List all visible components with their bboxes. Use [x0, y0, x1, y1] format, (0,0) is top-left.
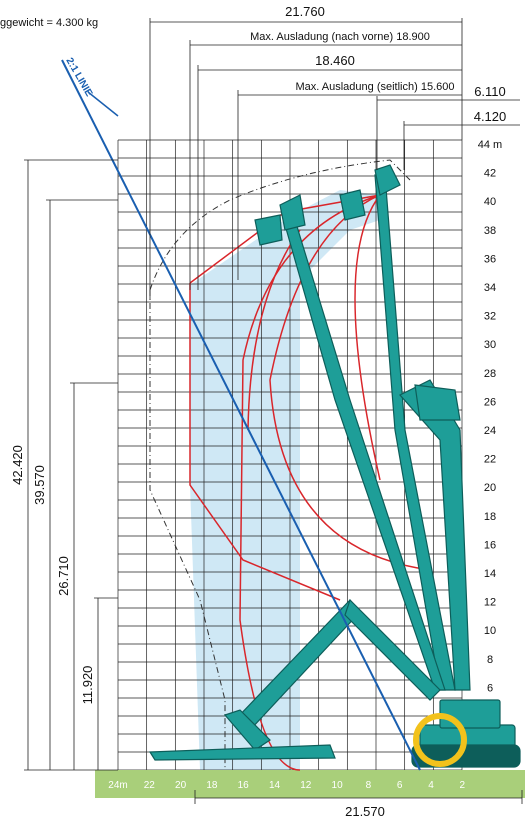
right-axis-tick-label: 44 m [478, 139, 502, 151]
right-axis-tick-label: 12 [484, 597, 496, 609]
right-axis-tick-label: 28 [484, 368, 496, 380]
right-axis-tick-label: 34 [484, 282, 496, 294]
weight-note: ggewicht = 4.300 kg [0, 17, 98, 29]
right-axis-tick-label: 38 [484, 225, 496, 237]
machine-boom-silhouettes [148, 164, 521, 768]
ground-axis-tick-label: 16 [238, 780, 250, 791]
right-axis-tick-label: 24 [484, 425, 496, 437]
ground-axis-tick-label: 18 [206, 780, 218, 791]
dim-11920: 11.920 [80, 666, 95, 705]
right-axis-tick-label: 18 [484, 511, 496, 523]
ground-axis-tick-label: 12 [300, 780, 312, 791]
right-axis-ticks: 44 m 42 40 38 36 34 32 30 28 26 24 22 20 18 16 14 12 10 8 6… [478, 139, 502, 752]
counterweight-ring [413, 713, 467, 767]
right-axis-tick-label: 16 [484, 539, 496, 551]
left-dimension-lines [24, 159, 118, 771]
dim-6110: 6.110 [474, 84, 506, 99]
dim-21570: 21.570 [345, 804, 385, 819]
right-axis-tick-label: 36 [484, 253, 496, 265]
ground-axis-tick-label: 22 [144, 780, 156, 791]
dim-21760: 21.760 [285, 4, 325, 19]
ground-axis-tick-label: 20 [175, 780, 187, 791]
right-axis-tick-label: 42 [484, 168, 496, 180]
bottom-dimension-line [194, 790, 523, 804]
outer-reach-outline [149, 159, 411, 770]
dim-18460: 18.460 [315, 53, 355, 68]
right-axis-tick-label: 32 [484, 311, 496, 323]
right-axis-tick-label: 6 [487, 682, 493, 694]
dim-39570: 39.570 [32, 465, 47, 505]
dim-42420: 42.420 [10, 445, 25, 485]
line-2-1 [61, 59, 421, 771]
right-axis-tick-label: 10 [484, 625, 496, 637]
ground-axis-tick-label: 24m [108, 780, 127, 791]
right-axis-tick-label: 20 [484, 482, 496, 494]
ground-axis-tick-label: 6 [397, 780, 403, 791]
right-axis-tick-label: 40 [484, 196, 496, 208]
dim-max-reach-forward: Max. Ausladung (nach vorne) 18.900 [250, 31, 430, 43]
ground-axis-tick-label: 4 [428, 780, 434, 791]
ground-axis-tick-label: 14 [269, 780, 281, 791]
ground-axis-tick-label: 8 [366, 780, 372, 791]
right-axis-tick-label: 14 [484, 568, 496, 580]
right-axis-tick-label: 30 [484, 339, 496, 351]
ground-strip [95, 770, 525, 798]
dim-26710: 26.710 [56, 556, 71, 596]
dim-4120: 4.120 [474, 109, 507, 124]
top-dimension-lines [149, 18, 520, 300]
dim-max-reach-side: Max. Ausladung (seitlich) 15.600 [296, 81, 455, 93]
right-axis-tick-label: 8 [487, 654, 493, 666]
ground-axis-tick-label: 2 [460, 780, 466, 791]
working-area-shading [190, 190, 380, 770]
right-axis-tick-label: 22 [484, 454, 496, 466]
ground-axis-ticks: 24m 22 20 18 16 14 12 10 8 6 4 2 [108, 780, 465, 791]
right-axis-tick-label: 26 [484, 396, 496, 408]
ground-axis-tick-label: 10 [332, 780, 344, 791]
line-2-1-label-leader [87, 91, 119, 117]
